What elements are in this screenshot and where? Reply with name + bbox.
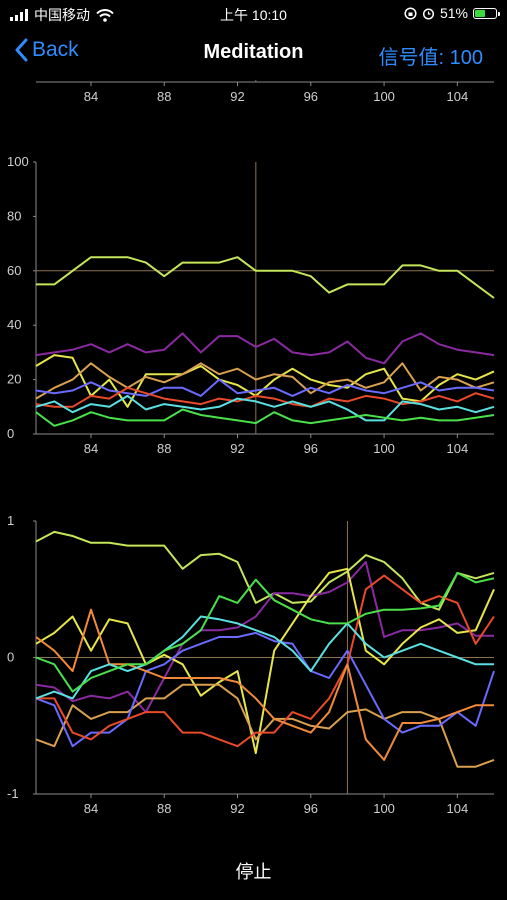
status-bar-right: 51% (404, 5, 500, 21)
status-time: 上午 10:10 (220, 7, 287, 23)
chart-0-x-tick-label-4: 100 (373, 89, 395, 104)
chart-2-series-0-line (35, 530, 495, 611)
chart-2-y-tick-label-1: 0 (7, 650, 14, 665)
chart-2-series-8-line (35, 571, 495, 693)
chart-2-x-tick-label-5: 104 (447, 801, 469, 815)
chart-2-x-tick-label-1: 88 (157, 801, 171, 815)
chart-1-y-tick-label-3: 60 (7, 263, 21, 278)
back-button[interactable]: Back (14, 38, 79, 62)
chart-1-y-tick-label-1: 20 (7, 372, 21, 387)
chart-2-series-3-line (35, 683, 495, 768)
battery-percent: 51% (439, 5, 468, 21)
chart-2-y-tick-label-2: 1 (7, 513, 14, 528)
chart-attention-range[interactable]: 84 88 92 96 100 104 0 20 40 60 80 100 (0, 150, 507, 460)
chart-1-x-tick-label-4: 100 (373, 441, 395, 456)
battery-icon (473, 7, 500, 19)
chart-1-series-3-line (35, 362, 495, 400)
chart-1-series-0-line (36, 256, 495, 299)
chart-2-series-5-line (36, 574, 495, 748)
alarm-icon (422, 7, 435, 20)
page-title: Meditation (203, 41, 304, 63)
orientation-lock-icon (404, 6, 417, 20)
chart-2-x-tick-label-4: 100 (373, 801, 395, 815)
chevron-left-icon (15, 38, 28, 62)
chart-1-x-tick-label-0: 84 (84, 441, 98, 456)
chart-0-x-tick-label-3: 96 (304, 89, 318, 104)
status-bar: 中国移动 上午 10:10 51% (0, 0, 507, 28)
chart-1-svg: 84 88 92 96 100 104 0 20 40 60 80 100 (7, 154, 495, 456)
chart-1-x-tick-label-3: 96 (304, 441, 318, 456)
chart-2-svg: 84 88 92 96 100 104 -1 0 1 (7, 513, 495, 815)
signal-value-label: 信号值: 100 (378, 47, 483, 69)
chart-top-partial[interactable]: 84 88 92 96 100 104 (0, 80, 507, 110)
chart-2-series-6-line (35, 608, 494, 761)
chart-1-y-tick-label-0: 0 (7, 426, 14, 441)
chart-2-x-tick-label-2: 92 (230, 801, 244, 815)
chart-2-x-tick-label-0: 84 (84, 801, 98, 815)
chart-0-x-tick-label-0: 84 (84, 89, 98, 104)
chart-2-series-7-line (35, 615, 494, 700)
back-button-label: Back (32, 38, 79, 61)
chart-2-series-4-line (35, 631, 495, 748)
signal-icon (10, 9, 28, 21)
chart-2-y-tick-label-0: -1 (7, 786, 19, 801)
wifi-icon (96, 8, 114, 22)
navigation-bar: Back Meditation 信号值: 100 (0, 30, 507, 76)
chart-2-series-2-line (35, 567, 495, 755)
status-bar-left: 中国移动 (10, 5, 114, 25)
chart-1-series-5-line (35, 386, 495, 408)
chart-1-series-1-line (35, 332, 495, 365)
chart-0-x-tick-label-1: 88 (157, 89, 171, 104)
chart-1-y-tick-label-4: 80 (7, 208, 21, 223)
chart-1-series-4-line (35, 378, 495, 397)
chart-1-y-tick-label-2: 40 (7, 317, 21, 332)
chart-1-y-tick-label-5: 100 (7, 154, 29, 169)
chart-1-series-6-line (35, 394, 495, 422)
carrier-label: 中国移动 (34, 7, 90, 23)
chart-0-x-tick-label-2: 92 (230, 89, 244, 104)
chart-1-x-tick-label-1: 88 (157, 441, 171, 456)
chart-0-x-tick-label-5: 104 (447, 89, 469, 104)
chart-1-x-tick-label-2: 92 (230, 441, 244, 456)
stop-button[interactable]: 停止 (235, 862, 272, 882)
chart-1-x-tick-label-5: 104 (447, 441, 469, 456)
chart-1-series-7-line (35, 408, 495, 427)
chart-2-x-tick-label-3: 96 (304, 801, 318, 815)
chart-0-svg: 84 88 92 96 100 104 (36, 80, 494, 104)
chart-normalized-range[interactable]: 84 88 92 96 100 104 -1 0 1 (0, 510, 507, 815)
